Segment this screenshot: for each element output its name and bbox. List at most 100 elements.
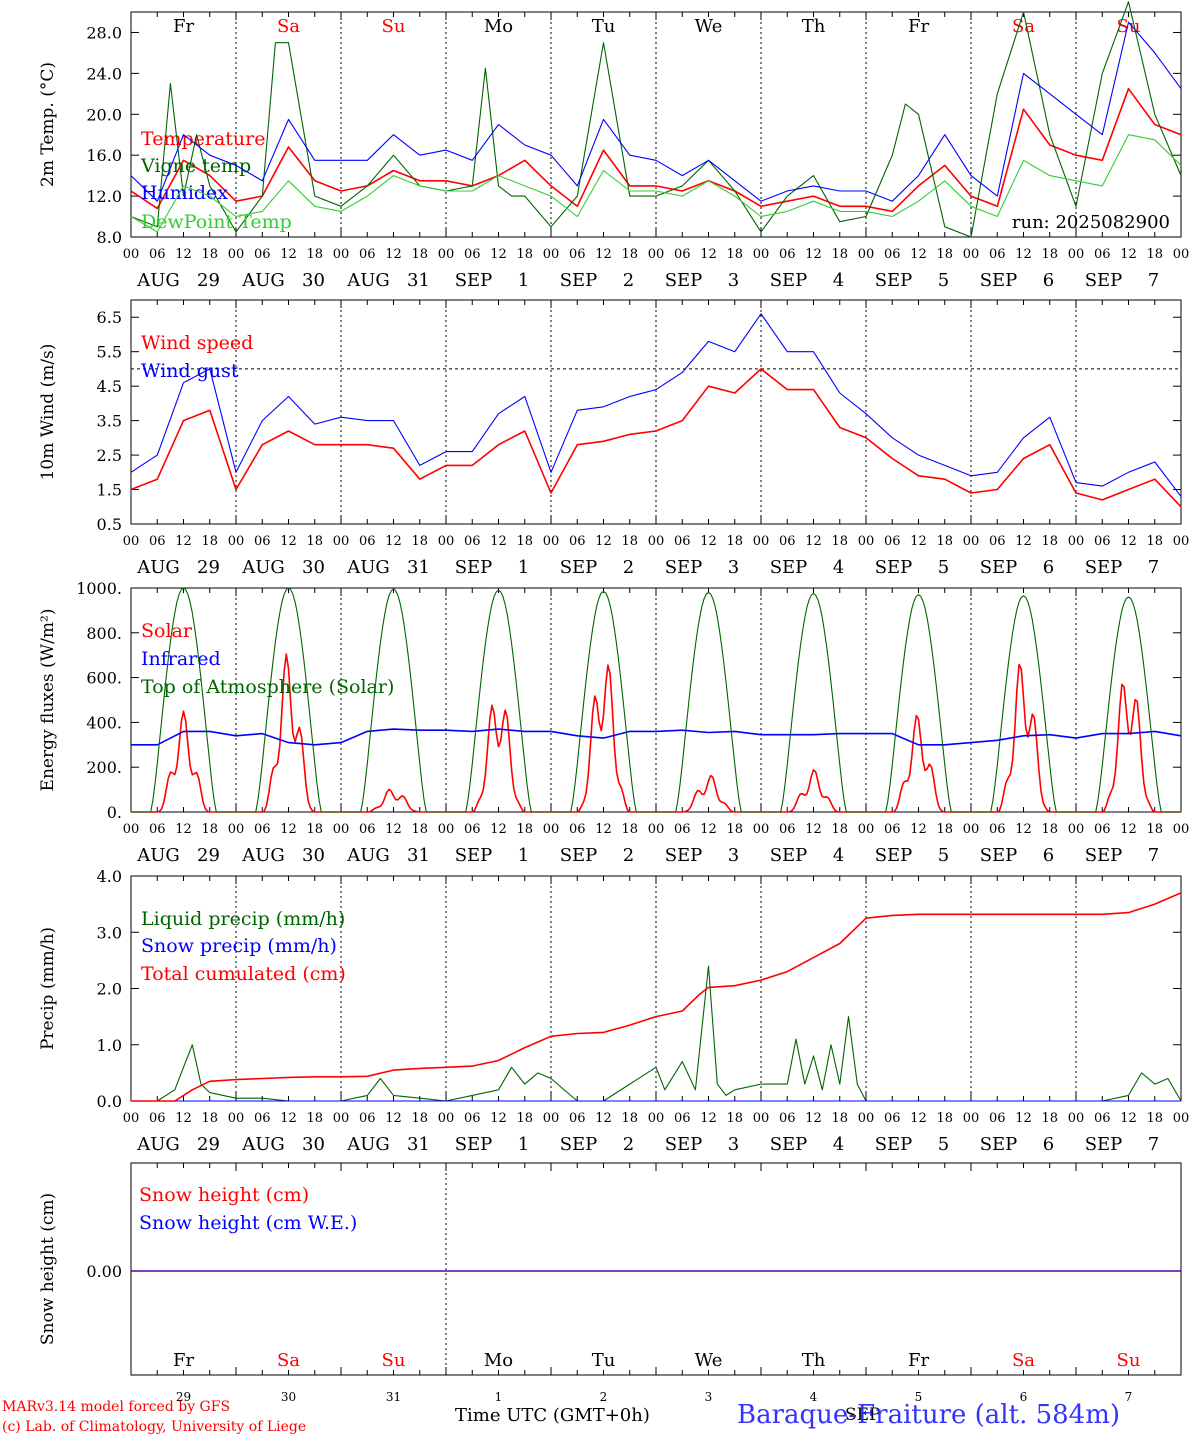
hour-tick-label: 06 xyxy=(149,822,166,837)
y-tick-label: 2.0 xyxy=(97,980,122,999)
day-number-label: 6 xyxy=(1020,1390,1028,1404)
day-number-label: 3 xyxy=(728,557,739,578)
hour-tick-label: 00 xyxy=(543,534,560,549)
hour-tick-label: 18 xyxy=(621,534,638,549)
hour-tick-label: 18 xyxy=(726,534,743,549)
hour-tick-label: 00 xyxy=(858,534,875,549)
hour-tick-label: 00 xyxy=(963,822,980,837)
day-number-label: 7 xyxy=(1148,270,1159,291)
day-number-label: 1 xyxy=(518,557,529,578)
weekday-label: Th xyxy=(802,1350,826,1371)
location-title: Baraque-Fraiture (alt. 584m) xyxy=(737,1400,1121,1430)
y-axis-label: 2m Temp. (°C) xyxy=(38,62,58,187)
month-label: AUG xyxy=(346,1134,390,1155)
y-tick-label: 28.0 xyxy=(86,23,122,42)
series-line-humidex xyxy=(130,21,1182,202)
hour-tick-label: 12 xyxy=(280,822,297,837)
day-number-label: 31 xyxy=(407,557,430,578)
hour-tick-label: 18 xyxy=(1146,247,1163,262)
month-label: SEP xyxy=(665,845,703,866)
hour-tick-label: 18 xyxy=(936,1111,953,1126)
hour-tick-label: 18 xyxy=(1041,534,1058,549)
day-number-label: 7 xyxy=(1148,845,1159,866)
hour-tick-label: 00 xyxy=(753,822,770,837)
y-axis-label: Snow height (cm) xyxy=(38,1193,58,1345)
month-label: AUG xyxy=(136,845,180,866)
hour-tick-label: 06 xyxy=(1094,534,1111,549)
y-tick-label: 3.0 xyxy=(97,923,122,942)
hour-tick-label: 18 xyxy=(201,534,218,549)
y-axis-label: Precip (mm/h) xyxy=(38,927,58,1050)
legend-entry: Vigne temp xyxy=(140,155,251,177)
day-number-label: 7 xyxy=(1148,557,1159,578)
hour-tick-label: 00 xyxy=(1173,247,1190,262)
month-label: SEP xyxy=(560,270,598,291)
legend-entry: Infrared xyxy=(141,648,221,670)
hour-tick-label: 12 xyxy=(1120,1111,1137,1126)
hour-tick-label: 18 xyxy=(411,1111,428,1126)
hour-tick-label: 00 xyxy=(123,247,140,262)
hour-tick-label: 06 xyxy=(359,1111,376,1126)
month-label: AUG xyxy=(241,557,285,578)
hour-tick-label: 18 xyxy=(516,1111,533,1126)
month-label: SEP xyxy=(875,1134,913,1155)
hour-tick-label: 18 xyxy=(411,822,428,837)
month-label: SEP xyxy=(665,270,703,291)
month-label: AUG xyxy=(346,845,390,866)
hour-tick-label: 12 xyxy=(595,247,612,262)
weekday-label: Sa xyxy=(1012,16,1035,37)
day-number-label: 5 xyxy=(938,1134,949,1155)
month-label: AUG xyxy=(346,270,390,291)
legend-entry: Liquid precip (mm/h) xyxy=(141,908,345,930)
day-number-label: 5 xyxy=(938,270,949,291)
day-number-label: 6 xyxy=(1043,845,1054,866)
hour-tick-label: 00 xyxy=(438,1111,455,1126)
hour-tick-label: 12 xyxy=(1120,247,1137,262)
hour-tick-label: 18 xyxy=(726,822,743,837)
hour-tick-label: 00 xyxy=(963,247,980,262)
day-number-label: 2 xyxy=(623,557,634,578)
hour-tick-label: 18 xyxy=(516,247,533,262)
hour-tick-label: 00 xyxy=(333,1111,350,1126)
y-tick-label: 24.0 xyxy=(86,64,122,83)
series-line-dewpoint-temp xyxy=(130,134,1182,233)
day-number-label: 1 xyxy=(518,845,529,866)
hour-tick-label: 00 xyxy=(753,534,770,549)
hour-tick-label: 12 xyxy=(1120,822,1137,837)
y-tick-label: 4.5 xyxy=(97,377,122,396)
hour-tick-label: 18 xyxy=(306,1111,323,1126)
model-credit: MARv3.14 model forced by GFS xyxy=(2,1399,231,1415)
hour-tick-label: 12 xyxy=(595,1111,612,1126)
y-tick-label: 0.00 xyxy=(86,1262,122,1281)
series-line-vigne-temp xyxy=(130,1,1182,238)
hour-tick-label: 06 xyxy=(884,822,901,837)
day-number-label: 4 xyxy=(833,1134,844,1155)
hour-tick-label: 12 xyxy=(805,247,822,262)
month-label: SEP xyxy=(875,270,913,291)
y-axis-label: Energy fluxes (W/m²) xyxy=(38,609,58,792)
hour-tick-label: 00 xyxy=(543,822,560,837)
weekday-label: Fr xyxy=(173,1350,194,1371)
hour-tick-label: 18 xyxy=(306,822,323,837)
weekday-label: Su xyxy=(1117,1350,1141,1371)
hour-tick-label: 00 xyxy=(333,534,350,549)
hour-tick-label: 18 xyxy=(726,247,743,262)
hour-tick-label: 12 xyxy=(910,534,927,549)
hour-tick-label: 12 xyxy=(910,247,927,262)
hour-tick-label: 18 xyxy=(1041,822,1058,837)
weekday-label: Sa xyxy=(277,16,300,37)
hour-tick-label: 06 xyxy=(674,822,691,837)
hour-tick-label: 06 xyxy=(149,534,166,549)
weekday-label: We xyxy=(695,16,723,37)
day-number-label: 6 xyxy=(1043,557,1054,578)
day-number-label: 6 xyxy=(1043,270,1054,291)
hour-tick-label: 12 xyxy=(700,822,717,837)
series-line-wind-gust xyxy=(130,313,1182,497)
hour-tick-label: 18 xyxy=(621,247,638,262)
legend-entry: DewPoint Temp xyxy=(141,211,292,233)
day-number-label: 4 xyxy=(833,270,844,291)
y-tick-label: 4.0 xyxy=(97,867,122,886)
month-label: SEP xyxy=(455,1134,493,1155)
series-line-total-cumulated-cm- xyxy=(131,892,1182,1102)
day-number-label: 29 xyxy=(176,1390,191,1404)
